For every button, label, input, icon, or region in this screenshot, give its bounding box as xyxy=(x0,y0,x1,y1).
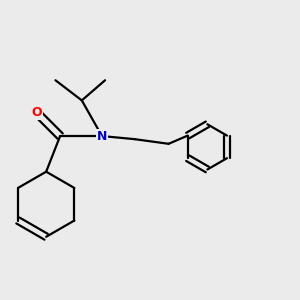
Text: O: O xyxy=(32,106,42,119)
Text: N: N xyxy=(97,130,107,142)
